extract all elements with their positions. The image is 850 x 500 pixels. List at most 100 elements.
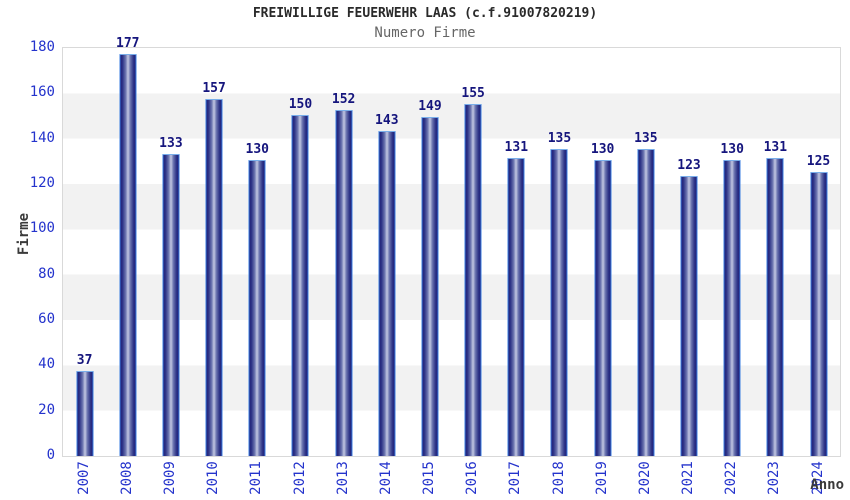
bar-value-label: 135 — [547, 131, 572, 146]
bar-2020 — [637, 149, 655, 456]
x-label-slot: 2015 — [407, 457, 450, 499]
bar-value-label: 155 — [461, 85, 485, 101]
bar-value-label: 152 — [331, 92, 356, 108]
bar-slot: 135 — [538, 48, 581, 456]
bars-row: 37 177 133 157 130 150 152 143 149 155 131 135 130 13… — [63, 36, 840, 456]
bar-slot: 155 — [452, 48, 495, 456]
chart-title: FREIWILLIGE FEUERWEHR LAAS (c.f.91007820… — [252, 6, 598, 21]
bar-slot: 133 — [149, 48, 192, 456]
bar-value-label: 125 — [806, 153, 831, 169]
x-label-slot: 2020 — [623, 457, 666, 499]
y-tick-label: 100 — [29, 220, 55, 237]
x-tick-label: 2016 — [464, 461, 481, 495]
x-tick-label: 2009 — [161, 461, 178, 495]
x-label-slot: 2012 — [278, 457, 321, 499]
bar-value-label: 157 — [202, 81, 226, 97]
bar-value-label: 131 — [763, 140, 788, 156]
x-label-slot: 2011 — [235, 457, 278, 499]
x-tick-label: 2022 — [723, 461, 740, 495]
x-tick-label: 2017 — [507, 461, 524, 495]
bar-slot: 135 — [624, 48, 667, 456]
bar-2022 — [723, 160, 741, 456]
x-tick-label: 2012 — [291, 461, 308, 495]
x-tick-label: 2013 — [334, 461, 351, 495]
bar-slot: 152 — [322, 48, 365, 456]
x-tick-label: 2020 — [636, 461, 653, 495]
bar-2015 — [421, 117, 439, 456]
x-label-slot: 2017 — [494, 457, 537, 499]
bar-2024 — [810, 171, 827, 456]
bar-2014 — [378, 130, 396, 456]
x-tick-label: 2010 — [205, 461, 222, 495]
y-tick-label: 160 — [29, 84, 55, 101]
x-label-slot: 2013 — [321, 457, 364, 499]
x-tick-label: 2018 — [550, 461, 567, 495]
x-labels-row: 2007 2008 2009 2010 2011 2012 2013 2014 2015 2016… — [62, 457, 839, 499]
bar-value-label: 177 — [116, 35, 140, 51]
bar-slot: 131 — [495, 48, 538, 456]
x-tick-label: 2023 — [766, 461, 783, 495]
bar-value-label: 135 — [634, 131, 658, 146]
x-label-slot: 2022 — [710, 457, 753, 499]
bar-2011 — [248, 160, 266, 456]
x-label-slot: 2021 — [666, 457, 709, 499]
bar-slot: 149 — [408, 48, 451, 456]
chart-subtitle: Numero Firme — [374, 25, 476, 41]
bar-slot: 130 — [711, 48, 754, 456]
bar-2012 — [291, 115, 309, 456]
x-label-slot: 2007 — [62, 457, 105, 499]
bar-2018 — [550, 149, 568, 456]
bar-value-label: 130 — [245, 142, 270, 158]
x-label-slot: 2009 — [148, 457, 191, 499]
bar-2007 — [76, 371, 94, 456]
bar-2016 — [464, 103, 482, 456]
bar-slot: 150 — [279, 48, 322, 456]
bar-2023 — [766, 158, 784, 456]
x-tick-label: 2019 — [593, 461, 610, 495]
bar-2021 — [680, 176, 698, 456]
bar-slot: 177 — [106, 36, 149, 456]
x-label-slot: 2008 — [105, 457, 148, 499]
bar-value-label: 130 — [720, 142, 744, 158]
y-tick-label: 140 — [29, 129, 55, 146]
bar-slot: 131 — [754, 48, 797, 456]
bar-value-label: 130 — [590, 142, 615, 158]
bar-value-label: 37 — [76, 353, 93, 369]
bar-value-label: 123 — [677, 158, 701, 174]
bar-2019 — [594, 160, 612, 456]
x-tick-label: 2011 — [248, 461, 265, 495]
bar-value-label: 143 — [375, 112, 399, 128]
x-tick-label: 2015 — [420, 461, 437, 495]
y-tick-label: 120 — [29, 175, 55, 191]
y-tick-label: 80 — [38, 265, 55, 282]
x-tick-label: 2014 — [377, 461, 394, 495]
x-tick-label: 2007 — [75, 461, 92, 495]
bar-value-label: 150 — [288, 97, 313, 112]
y-tick-label: 0 — [46, 447, 55, 463]
bar-value-label: 131 — [504, 140, 529, 156]
x-label-slot: 2016 — [451, 457, 494, 499]
bar-2017 — [507, 158, 525, 456]
x-label-slot: 2010 — [192, 457, 235, 499]
bar-2008 — [119, 53, 137, 456]
y-axis-ticks: 0 20 40 60 80 100 120 140 160 180 — [0, 40, 55, 462]
bar-slot: 130 — [236, 48, 279, 456]
x-label-slot: 2014 — [364, 457, 407, 499]
y-tick-label: 180 — [29, 39, 55, 55]
bar-2009 — [162, 153, 180, 456]
x-label-slot: 2019 — [580, 457, 623, 499]
bar-value-label: 149 — [418, 99, 442, 115]
bar-slot: 37 — [63, 48, 106, 456]
x-tick-label: 2008 — [118, 461, 135, 495]
y-tick-label: 40 — [38, 356, 55, 373]
bar-2010 — [205, 99, 223, 456]
y-tick-label: 60 — [38, 311, 55, 327]
bar-value-label: 133 — [159, 135, 183, 151]
bar-2013 — [335, 110, 353, 456]
x-label-slot: 2018 — [537, 457, 580, 499]
x-label-slot: 2023 — [753, 457, 796, 499]
bar-slot: 157 — [193, 48, 236, 456]
bar-slot: 130 — [581, 48, 624, 456]
plot-area: 37 177 133 157 130 150 152 143 149 155 131 135 130 13… — [62, 36, 841, 457]
